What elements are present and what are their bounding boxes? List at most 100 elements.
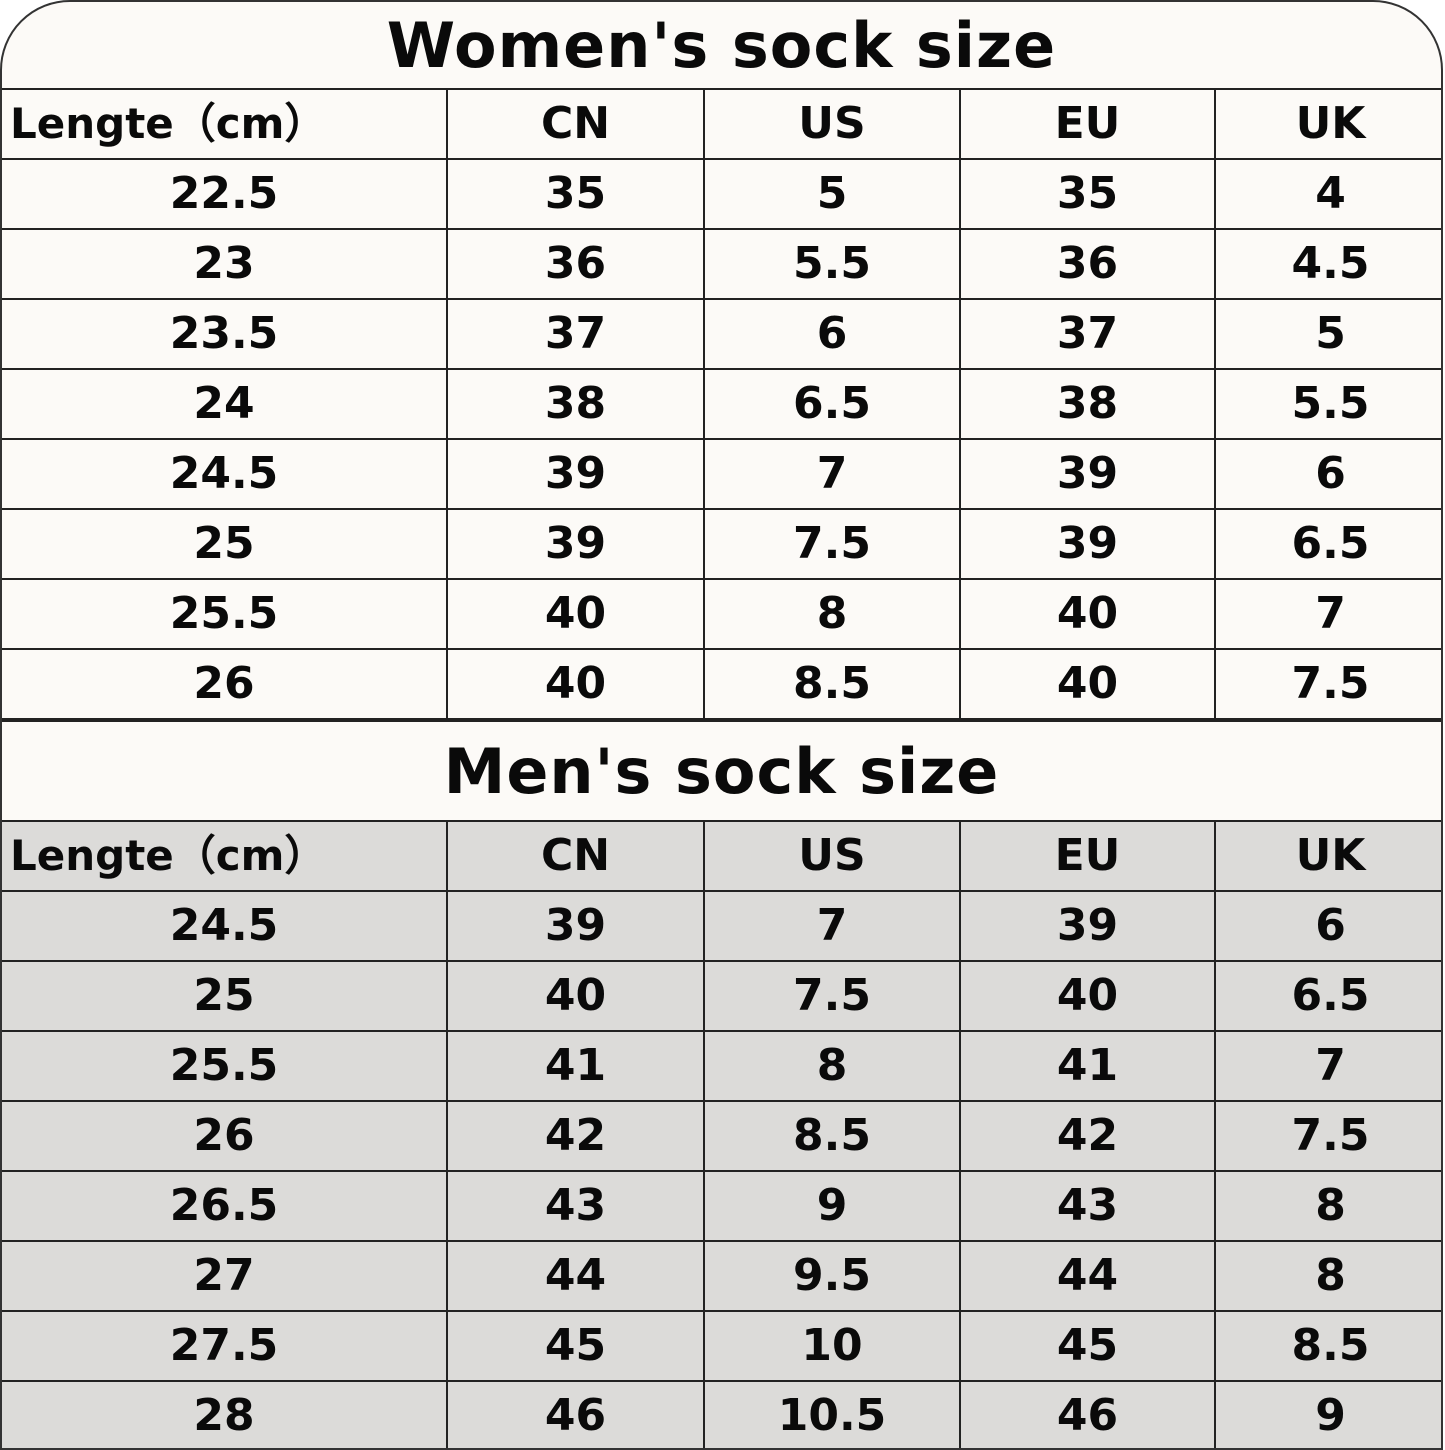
table-cell: 8.5 [1214,1310,1441,1382]
table-row: 26 40 8.5 40 7.5 [2,648,1441,720]
table-row: 23 36 5.5 36 4.5 [2,228,1441,300]
column-header: UK [1214,820,1441,892]
table-cell: 7 [1214,1030,1441,1102]
table-cell: 4.5 [1214,228,1441,300]
table-row: 24.5 39 7 39 6 [2,890,1441,962]
table-cell: 7.5 [1214,1100,1441,1172]
table-row: 24.5 39 7 39 6 [2,438,1441,510]
table-cell: 43 [959,1170,1216,1242]
column-header: Lengte（cm） [2,88,448,160]
table-cell: 9 [703,1170,961,1242]
table-cell: 41 [959,1030,1216,1102]
table-cell: 24 [2,368,448,440]
table-cell: 40 [446,578,705,650]
table-cell: 46 [446,1380,705,1448]
table-cell: 5 [1214,298,1441,370]
table-cell: 8.5 [703,648,961,720]
table-cell: 38 [959,368,1216,440]
table-row: 25.5 40 8 40 7 [2,578,1441,650]
table-cell: 7.5 [703,508,961,580]
table-cell: 5 [703,158,961,230]
table-cell: 9.5 [703,1240,961,1312]
table-cell: 45 [446,1310,705,1382]
table-cell: 43 [446,1170,705,1242]
table-header-row: Lengte（cm） CN US EU UK [2,88,1441,160]
men-section-title: Men's sock size [2,720,1441,820]
table-cell: 39 [959,890,1216,962]
table-cell: 9 [1214,1380,1441,1448]
column-header: CN [446,820,705,892]
column-header: Lengte（cm） [2,820,448,892]
table-row: 28 46 10.5 46 9 [2,1380,1441,1448]
women-size-table: Lengte（cm） CN US EU UK 22.5 35 5 35 4 23 36 5.5 36 4.… [2,88,1441,720]
table-cell: 23.5 [2,298,448,370]
table-row: 25 40 7.5 40 6.5 [2,960,1441,1032]
table-cell: 46 [959,1380,1216,1448]
table-cell: 6 [1214,890,1441,962]
table-cell: 25.5 [2,578,448,650]
column-header: CN [446,88,705,160]
table-cell: 6.5 [1214,960,1441,1032]
table-cell: 40 [959,648,1216,720]
table-cell: 40 [446,648,705,720]
table-cell: 6.5 [703,368,961,440]
table-row: 24 38 6.5 38 5.5 [2,368,1441,440]
table-cell: 7 [703,438,961,510]
table-cell: 42 [446,1100,705,1172]
table-cell: 35 [446,158,705,230]
column-header: EU [959,820,1216,892]
table-cell: 39 [959,438,1216,510]
men-size-table: Lengte（cm） CN US EU UK 24.5 39 7 39 6 25 40 7.5 40 6.… [2,820,1441,1448]
table-cell: 39 [446,890,705,962]
table-cell: 26 [2,648,448,720]
table-cell: 40 [959,578,1216,650]
table-cell: 8 [703,578,961,650]
column-header: US [703,820,961,892]
table-row: 25 39 7.5 39 6.5 [2,508,1441,580]
table-cell: 39 [446,508,705,580]
table-cell: 8.5 [703,1100,961,1172]
table-cell: 26 [2,1100,448,1172]
table-cell: 7.5 [703,960,961,1032]
table-cell: 22.5 [2,158,448,230]
table-cell: 8 [1214,1240,1441,1312]
table-row: 25.5 41 8 41 7 [2,1030,1441,1102]
table-cell: 6 [703,298,961,370]
table-cell: 40 [959,960,1216,1032]
column-header: UK [1214,88,1441,160]
table-cell: 24.5 [2,890,448,962]
table-cell: 38 [446,368,705,440]
table-cell: 8 [1214,1170,1441,1242]
table-cell: 25 [2,960,448,1032]
table-cell: 27.5 [2,1310,448,1382]
table-row: 22.5 35 5 35 4 [2,158,1441,230]
table-cell: 44 [446,1240,705,1312]
table-cell: 26.5 [2,1170,448,1242]
table-cell: 7.5 [1214,648,1441,720]
column-header: EU [959,88,1216,160]
table-cell: 24.5 [2,438,448,510]
table-cell: 5.5 [703,228,961,300]
table-cell: 39 [959,508,1216,580]
table-cell: 4 [1214,158,1441,230]
table-cell: 7 [1214,578,1441,650]
table-cell: 45 [959,1310,1216,1382]
women-section-title: Women's sock size [386,8,1057,82]
table-row: 26.5 43 9 43 8 [2,1170,1441,1242]
table-cell: 37 [446,298,705,370]
table-cell: 6 [1214,438,1441,510]
table-cell: 42 [959,1100,1216,1172]
table-cell: 35 [959,158,1216,230]
table-cell: 25 [2,508,448,580]
table-cell: 41 [446,1030,705,1102]
table-cell: 5.5 [1214,368,1441,440]
table-cell: 39 [446,438,705,510]
table-cell: 23 [2,228,448,300]
table-cell: 28 [2,1380,448,1448]
table-cell: 37 [959,298,1216,370]
table-row: 27.5 45 10 45 8.5 [2,1310,1441,1382]
table-row: 23.5 37 6 37 5 [2,298,1441,370]
table-cell: 7 [703,890,961,962]
table-header-row: Lengte（cm） CN US EU UK [2,820,1441,892]
